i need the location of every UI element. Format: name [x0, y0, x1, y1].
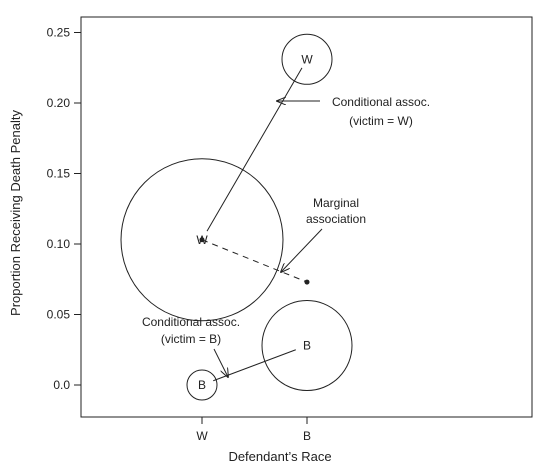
annotation-text: association — [306, 212, 366, 226]
x-tick-label: W — [196, 429, 208, 443]
circle-mark — [186, 369, 218, 401]
marginal-point — [199, 237, 205, 243]
conditional-association-line-victim-b — [213, 349, 296, 382]
circle-label: W — [301, 52, 313, 66]
annotation-text: Conditional assoc. — [332, 95, 430, 109]
y-tick-label: 0.15 — [47, 167, 71, 181]
annotation-arrow-victim-b — [213, 348, 228, 377]
annotation-text: (victim = B) — [161, 332, 221, 346]
circle-victim-w-defendant-b: W — [281, 33, 333, 85]
annotation-conditional-victim-b: Conditional assoc. (victim = B) — [142, 315, 240, 377]
circle-mark — [120, 158, 284, 322]
marginal-association-line — [201, 239, 308, 283]
conditional-association-line-victim-w — [206, 67, 303, 232]
circle-layer: WWBB — [120, 33, 353, 401]
y-tick-label: 0.10 — [47, 237, 71, 251]
marginal-point — [304, 279, 310, 285]
y-tick-label: 0.20 — [47, 96, 71, 110]
annotation-marginal-association: Marginal association — [281, 196, 366, 272]
annotation-conditional-victim-w: Conditional assoc. (victim = W) — [277, 95, 430, 128]
y-axis: 0.0 0.05 0.10 0.15 0.20 0.25 — [47, 26, 81, 392]
circle-label: B — [198, 378, 206, 392]
y-tick-label: 0.0 — [53, 378, 70, 392]
circle-victim-b-defendant-b: B — [261, 300, 353, 392]
y-tick-label: 0.25 — [47, 26, 71, 40]
marginal-association-layer — [199, 237, 310, 285]
circle-mark — [261, 300, 353, 392]
annotation-text: Conditional assoc. — [142, 315, 240, 329]
y-axis-label: Proportion Receiving Death Penalty — [8, 110, 23, 316]
x-axis-label: Defendant’s Race — [228, 449, 331, 464]
circle-label: B — [303, 339, 311, 353]
annotation-arrow-marginal — [281, 228, 323, 272]
x-tick-label: B — [303, 429, 311, 443]
y-tick-label: 0.05 — [47, 308, 71, 322]
circle-mark — [281, 33, 333, 85]
circle-victim-b-defendant-w: B — [186, 369, 218, 401]
annotation-text: (victim = W) — [349, 114, 413, 128]
annotation-text: Marginal — [313, 196, 359, 210]
